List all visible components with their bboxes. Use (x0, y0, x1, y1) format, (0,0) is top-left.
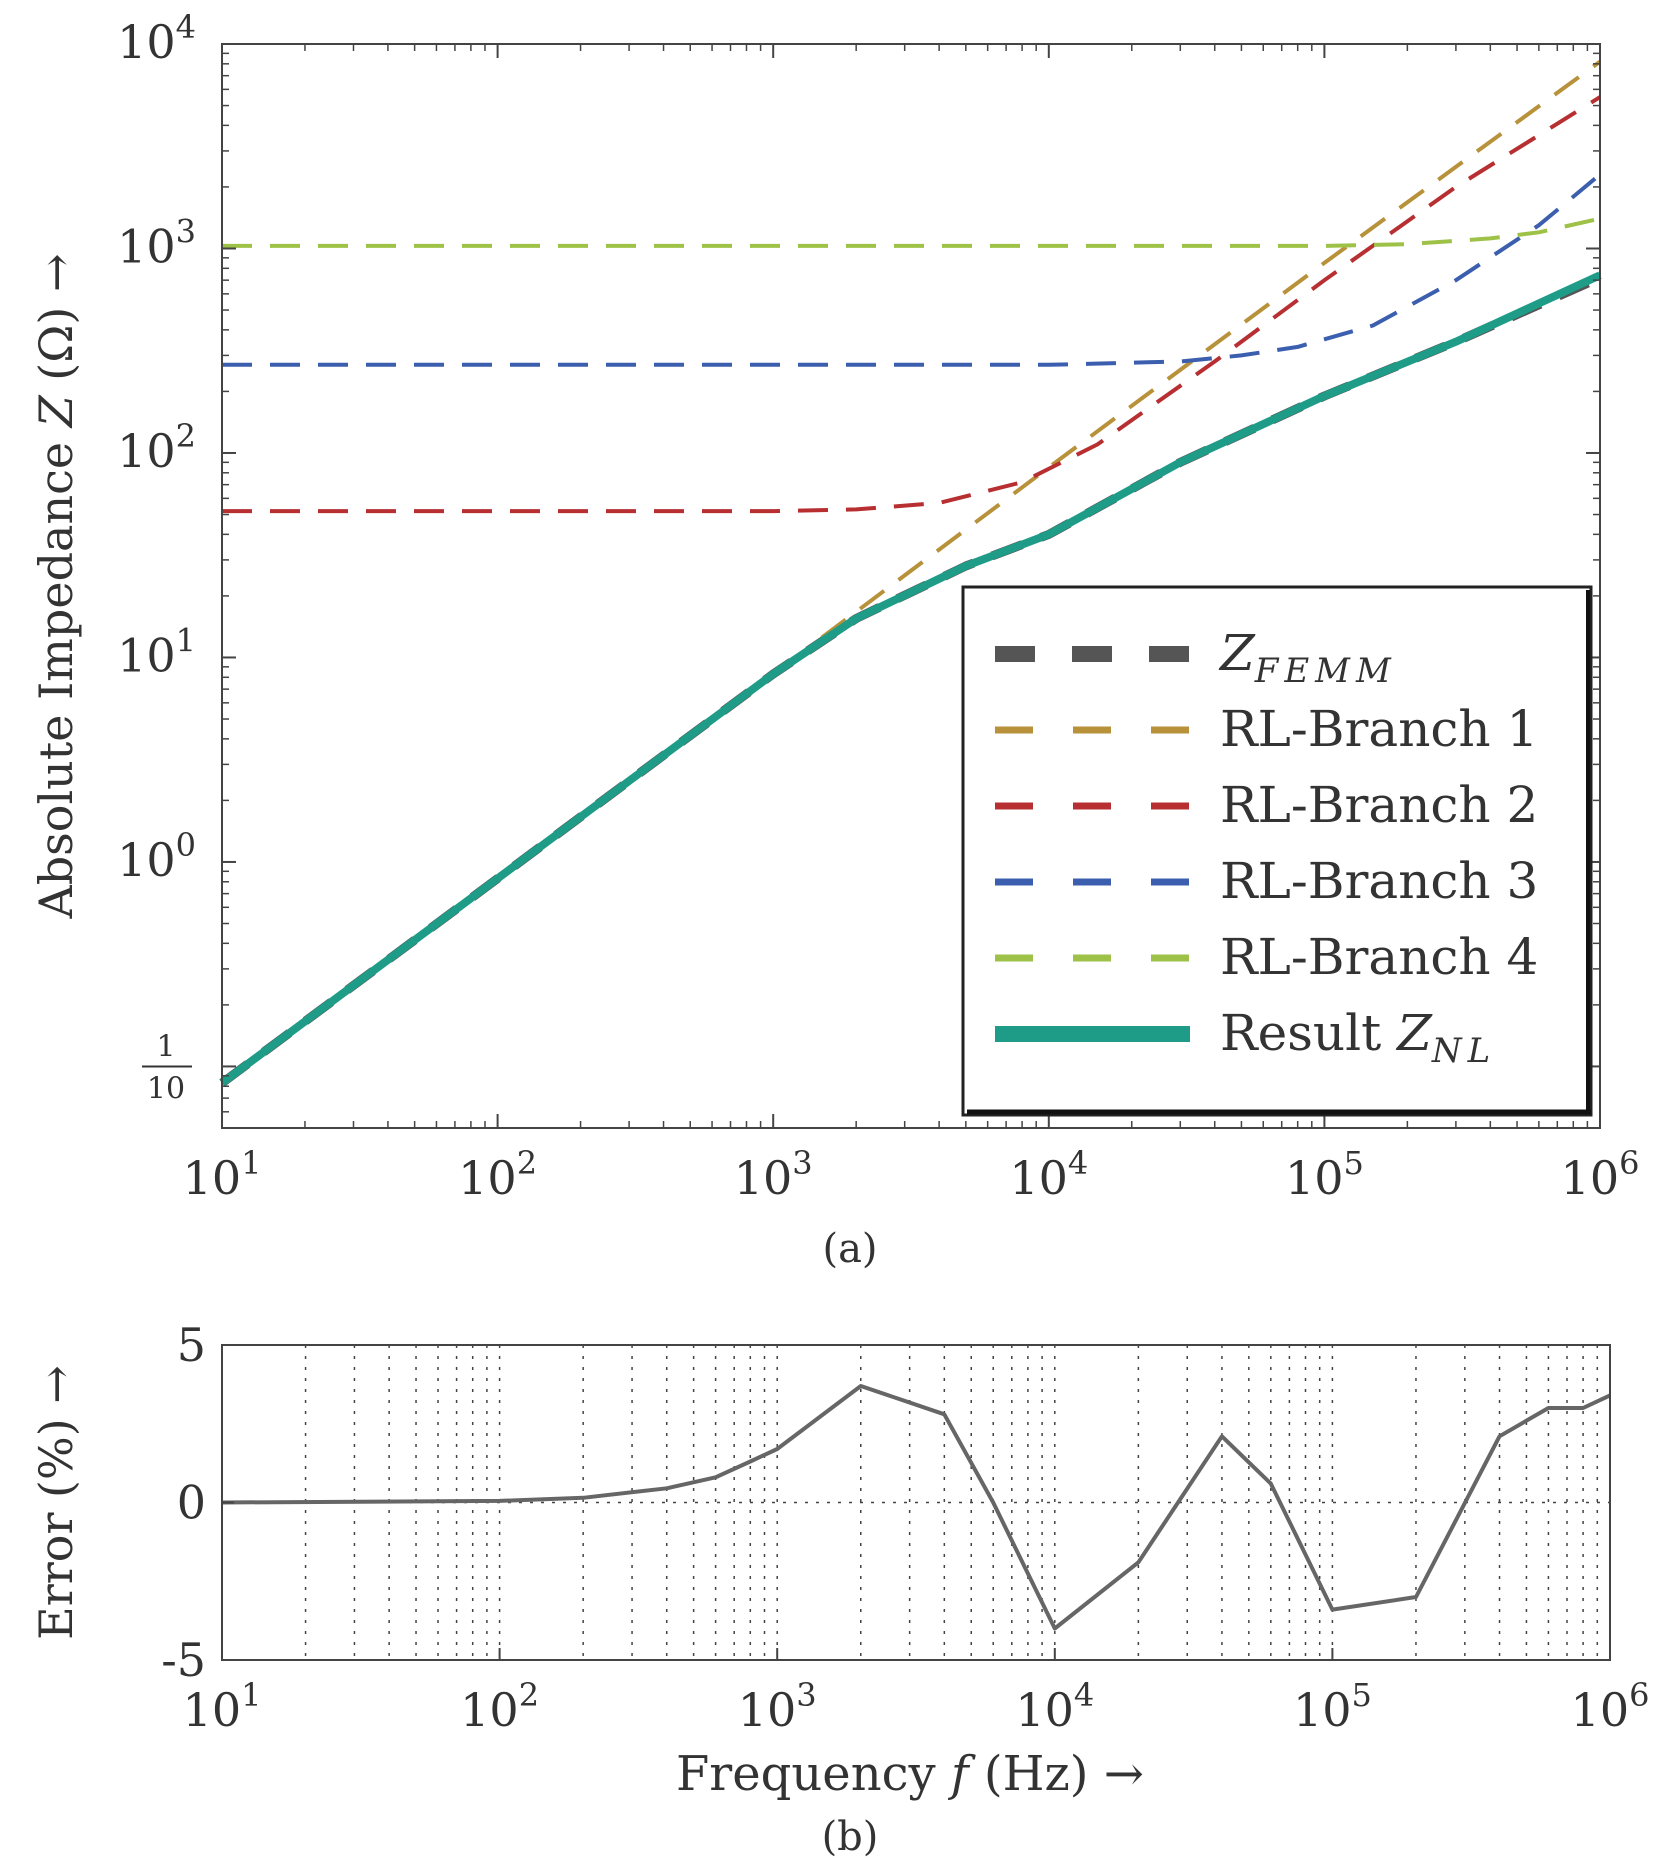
impedance-y-axis-label: Absolute Impedance Z (Ω) → (29, 254, 83, 920)
legend-label-result: Result ZNL (1220, 1004, 1496, 1071)
tick-exponent: 1 (241, 1676, 261, 1714)
x-tick-label: 105 (1293, 1676, 1372, 1737)
error-series-group (221, 1384, 1611, 1631)
x-tick-label: 106 (1571, 1676, 1650, 1737)
x-tick-label: 104 (1009, 1144, 1088, 1205)
x-tick-label: 101 (183, 1144, 262, 1205)
x-tick-label: 104 (1015, 1676, 1094, 1737)
tick-base: 10 (458, 1151, 517, 1205)
tick-base: 10 (117, 628, 176, 682)
legend-label-rl3: RL-Branch 3 (1220, 852, 1538, 910)
legend-text-main: Result (1220, 1004, 1397, 1062)
legend-label-rl2: RL-Branch 2 (1220, 776, 1538, 834)
y-tick-label: -5 (161, 1633, 206, 1687)
tick-base: 10 (1561, 1151, 1620, 1205)
error-y-axis-label: Error (%) → (29, 1365, 83, 1640)
legend-var: Z (1218, 624, 1256, 682)
y-tick-label: 0 (177, 1476, 206, 1530)
series-line-rl2 (222, 95, 1602, 514)
tick-exponent: 4 (1068, 1144, 1088, 1182)
y-tick-label: 100 (117, 826, 196, 887)
legend-label-femm: ZFEMM (1218, 624, 1397, 691)
error-series-line (221, 1384, 1611, 1631)
legend-label-rl4: RL-Branch 4 (1220, 928, 1538, 986)
legend-subscript: NL (1431, 1031, 1496, 1071)
y-tick-numerator: 1 (156, 1029, 175, 1064)
legend-label-rl1: RL-Branch 1 (1220, 700, 1538, 758)
tick-base: 10 (1009, 1151, 1068, 1205)
y-tick-label: 101 (117, 621, 196, 682)
x-tick-label: 105 (1285, 1144, 1364, 1205)
series-line-rl1 (820, 59, 1602, 640)
tick-exponent: 3 (176, 212, 196, 250)
tick-base: 10 (117, 424, 176, 478)
tick-base: 10 (734, 1151, 793, 1205)
frequency-x-axis-label: Frequency f (Hz) → (676, 1746, 1144, 1802)
series-line-rl4 (222, 216, 1601, 248)
tick-exponent: 1 (241, 1144, 261, 1182)
x-tick-label: 103 (734, 1144, 813, 1205)
tick-base: 10 (117, 15, 176, 69)
x-tick-label: 102 (460, 1676, 539, 1737)
legend-subscript: FEMM (1254, 651, 1397, 691)
y-tick-label: 103 (117, 212, 196, 273)
y-tick-label: 104 (117, 8, 196, 69)
tick-exponent: 4 (1074, 1676, 1094, 1714)
legend-var: Z (1395, 1004, 1433, 1062)
tick-base: 10 (183, 1151, 242, 1205)
tick-base: 10 (1293, 1683, 1352, 1737)
impedance-series-group (219, 59, 1602, 1087)
panel-b-caption: (b) (822, 1814, 879, 1860)
tick-exponent: 5 (1351, 1676, 1371, 1714)
tick-exponent: 3 (792, 1144, 812, 1182)
tick-base: 10 (117, 833, 176, 887)
tick-exponent: 3 (796, 1676, 816, 1714)
tick-base: 10 (1571, 1683, 1630, 1737)
tick-exponent: 2 (176, 417, 196, 455)
x-tick-label: 102 (458, 1144, 537, 1205)
y-tick-denominator: 10 (147, 1071, 185, 1106)
panel-a-caption: (a) (822, 1226, 877, 1272)
series-line-rl3 (222, 172, 1602, 367)
tick-base: 10 (738, 1683, 797, 1737)
x-tick-label: 106 (1561, 1144, 1640, 1205)
impedance-plot-frame (221, 43, 1601, 1129)
tick-exponent: 1 (176, 621, 196, 659)
tick-base: 10 (183, 1683, 242, 1737)
y-tick-label: 5 (177, 1318, 206, 1372)
x-tick-label: 103 (738, 1676, 817, 1737)
tick-base: 10 (1015, 1683, 1074, 1737)
tick-exponent: 2 (517, 1144, 537, 1182)
tick-exponent: 0 (176, 826, 196, 864)
tick-exponent: 6 (1619, 1144, 1639, 1182)
tick-base: 10 (460, 1683, 519, 1737)
tick-base: 10 (1285, 1151, 1344, 1205)
tick-exponent: 5 (1343, 1144, 1363, 1182)
tick-exponent: 2 (519, 1676, 539, 1714)
series-line-result (219, 271, 1602, 1087)
tick-exponent: 4 (176, 8, 196, 46)
tick-exponent: 6 (1629, 1676, 1649, 1714)
x-tick-label: 101 (183, 1676, 262, 1737)
y-tick-label: 102 (117, 417, 196, 478)
tick-base: 10 (117, 219, 176, 273)
